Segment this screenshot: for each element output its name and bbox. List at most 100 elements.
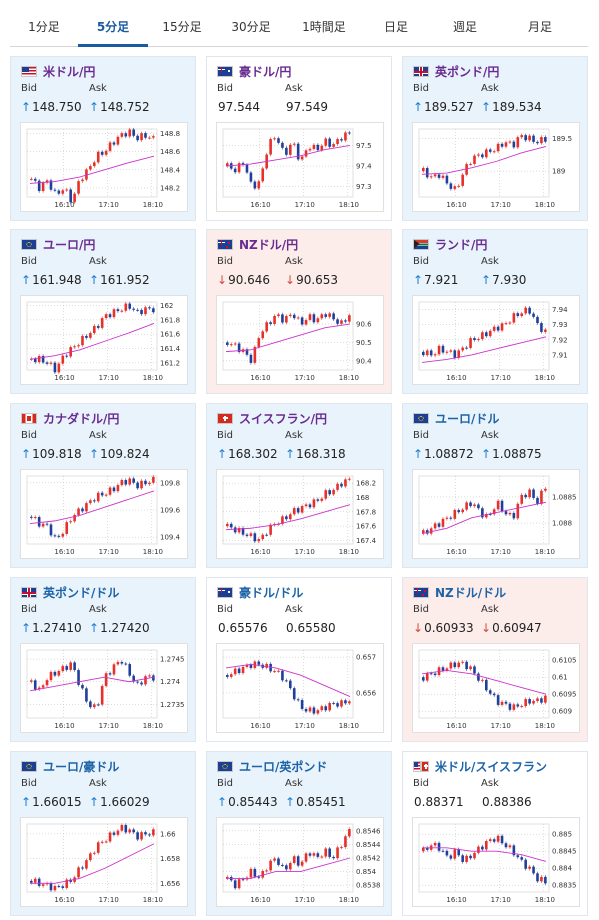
pair-name[interactable]: NZドル/ドル [435, 585, 507, 600]
candle-body [473, 852, 476, 859]
pair-title[interactable]: ユーロ/英ポンド [217, 758, 327, 774]
x-tick-label: 18:10 [143, 201, 163, 209]
price-chart[interactable]: 109.8 109.6 109.4 16:10 17:10 18:10 [20, 469, 188, 559]
x-tick-label: 16:10 [54, 548, 74, 556]
pair-name[interactable]: 豪ドル/円 [239, 64, 292, 79]
tab-3[interactable]: 15分足 [162, 20, 202, 34]
tab-6[interactable]: 日足 [383, 20, 408, 34]
candle-body [441, 667, 445, 671]
pair-title[interactable]: NZドル/ドル [413, 584, 506, 600]
pair-title[interactable]: 豪ドル/ドル [217, 584, 303, 600]
pair-title[interactable]: スイスフラン/円 [217, 410, 327, 426]
pair-title[interactable]: 英ポンド/円 [413, 63, 499, 79]
pair-title[interactable]: ユーロ/円 [21, 236, 95, 252]
price-chart[interactable]: 90.6 90.5 90.4 16:10 17:10 18:10 [216, 295, 384, 385]
price-chart[interactable]: 0.885 0.8845 0.884 0.8835 16:10 17:10 18:10 [412, 817, 580, 907]
pair-name[interactable]: ランド/円 [435, 237, 488, 252]
rate-card[interactable]: スイスフラン/円 Bid Ask ↑168.302 ↑168.318 168.2… [206, 403, 392, 568]
rate-card[interactable]: ユーロ/ドル Bid Ask ↑1.08872 ↑1.08875 1.0885 1… [402, 403, 588, 568]
tab-7[interactable]: 週足 [452, 20, 477, 34]
candle-body [237, 343, 241, 352]
rate-card[interactable]: ユーロ/英ポンド Bid Ask ↑0.85443 ↑0.85451 0.854… [206, 751, 392, 916]
rate-card[interactable]: 米ドル/円 Bid Ask ↑148.750 ↑148.752 148.8 148… [10, 56, 196, 221]
candle-body [496, 143, 500, 152]
pair-title[interactable]: 英ポンド/ドル [21, 584, 119, 600]
candlestick-chart: 0.657 0.656 16:10 17:10 18:10 [222, 649, 377, 730]
candle-body [332, 144, 335, 147]
rate-card[interactable]: NZドル/ドル Bid Ask ↓0.60933 ↓0.60947 0.6105… [402, 577, 588, 742]
price-chart[interactable]: 168.2 168 167.8 167.6 167.4 16:10 17:10 18:10 [216, 469, 384, 559]
pair-name[interactable]: ユーロ/英ポンド [239, 759, 328, 774]
ask-value: ↑7.930 [481, 273, 526, 287]
pair-name[interactable]: ユーロ/円 [43, 237, 96, 252]
price-chart[interactable]: 1.66 1.658 1.656 16:10 17:10 18:10 [20, 817, 188, 907]
rate-card[interactable]: 豪ドル/円 Bid Ask 97.544 97.549 97.5 97.4 97.3… [206, 56, 392, 221]
pair-title[interactable]: カナダドル/円 [21, 410, 119, 426]
pair-name[interactable]: 英ポンド/ドル [43, 585, 120, 600]
candle-body [144, 133, 147, 138]
candle-body [320, 706, 324, 711]
rate-card[interactable]: 豪ドル/ドル Bid Ask 0.65576 0.65580 0.657 0.65… [206, 577, 392, 742]
price-chart[interactable]: 97.5 97.4 97.3 16:10 17:10 18:10 [216, 122, 384, 212]
rate-card[interactable]: ユーロ/豪ドル Bid Ask ↑1.66015 ↑1.66029 1.66 1.… [10, 751, 196, 916]
price-chart[interactable]: 162 161.8 161.6 161.4 161.2 16:10 17:10 18:10 [20, 295, 188, 385]
y-tick-label: 7.93 [552, 321, 568, 329]
candle-body [316, 499, 320, 501]
pair-title[interactable]: 豪ドル/円 [217, 63, 291, 79]
price-chart[interactable]: 7.94 7.93 7.92 7.91 16:10 17:10 18:10 [412, 295, 580, 385]
rate-card[interactable]: 英ポンド/円 Bid Ask ↑189.527 ↑189.534 189.5 18… [402, 56, 588, 221]
pair-name[interactable]: ユーロ/豪ドル [43, 759, 120, 774]
price-chart[interactable]: 189.5 189 16:10 17:10 18:10 [412, 122, 580, 212]
x-tick-label: 17:10 [491, 896, 511, 904]
candle-body [269, 322, 272, 324]
pair-name[interactable]: 米ドル/円 [43, 64, 96, 79]
pair-name[interactable]: ユーロ/ドル [435, 411, 500, 426]
candle-body [536, 873, 539, 882]
price-chart[interactable]: 0.8546 0.8544 0.8542 0.854 0.8538 16:10 17:10 1… [216, 817, 384, 907]
pair-name[interactable]: 英ポンド/円 [435, 64, 500, 79]
pair-title[interactable]: NZドル/円 [217, 236, 298, 252]
pair-name[interactable]: NZドル/円 [239, 237, 299, 252]
candle-body [89, 701, 92, 708]
candle-body [504, 142, 508, 147]
candle-body [285, 865, 288, 870]
candle-body [93, 704, 96, 708]
rate-card[interactable]: ランド/円 Bid Ask ↑7.921 ↑7.930 7.94 7.93 7.92… [402, 229, 588, 394]
rate-card[interactable]: カナダドル/円 Bid Ask ↑109.818 ↑109.824 109.8 1… [10, 403, 196, 568]
x-tick-label: 16:10 [250, 374, 270, 382]
pair-name[interactable]: スイスフラン/円 [239, 411, 328, 426]
pair-title[interactable]: ユーロ/豪ドル [21, 758, 119, 774]
pair-title[interactable]: 米ドル/スイスフラン [413, 758, 547, 774]
price-chart[interactable]: 0.6105 0.61 0.6095 0.609 16:10 17:10 18:10 [412, 643, 580, 733]
y-tick-label: 0.657 [356, 654, 376, 662]
candlestick-chart: 1.2745 1.274 1.2735 16:10 17:10 18:10 [26, 649, 185, 730]
bid-label: Bid [413, 83, 429, 94]
pair-title[interactable]: 米ドル/円 [21, 63, 95, 79]
rate-card[interactable]: NZドル/円 Bid Ask ↓90.646 ↓90.653 90.6 90.5 9… [206, 229, 392, 394]
candle-body [96, 325, 100, 328]
pair-name[interactable]: 豪ドル/ドル [239, 585, 304, 600]
candle-body [312, 144, 316, 149]
rate-card[interactable]: 米ドル/スイスフラン Bid Ask 0.88371 0.88386 0.885… [402, 751, 588, 916]
tab-8[interactable]: 月足 [527, 20, 552, 34]
ask-arrow-icon: ↑ [285, 447, 296, 461]
tab-2[interactable]: 5分足 [78, 8, 148, 47]
price-chart[interactable]: 1.0885 1.088 16:10 17:10 18:10 [412, 469, 580, 559]
pair-name[interactable]: 米ドル/スイスフラン [435, 759, 548, 774]
tab-1[interactable]: 1分足 [28, 20, 60, 34]
rate-card[interactable]: 英ポンド/ドル Bid Ask ↑1.27410 ↑1.27420 1.2745… [10, 577, 196, 742]
ask-value: ↑0.85451 [285, 795, 346, 809]
pair-name[interactable]: カナダドル/円 [43, 411, 120, 426]
rate-card[interactable]: ユーロ/円 Bid Ask ↑161.948 ↑161.952 162 161.8… [10, 229, 196, 394]
candle-body [473, 504, 476, 507]
tab-4[interactable]: 30分足 [231, 20, 271, 34]
candle-body [449, 662, 453, 669]
price-chart[interactable]: 148.8 148.6 148.4 148.2 16:10 17:10 18:10 [20, 122, 188, 212]
price-chart[interactable]: 1.2745 1.274 1.2735 16:10 17:10 18:10 [20, 643, 188, 733]
pair-title[interactable]: ユーロ/ドル [413, 410, 499, 426]
tab-5[interactable]: 1時間足 [302, 20, 346, 34]
pair-title[interactable]: ランド/円 [413, 236, 487, 252]
price-chart[interactable]: 0.657 0.656 16:10 17:10 18:10 [216, 643, 384, 733]
candle-body [241, 527, 245, 535]
candle-body [344, 132, 347, 141]
